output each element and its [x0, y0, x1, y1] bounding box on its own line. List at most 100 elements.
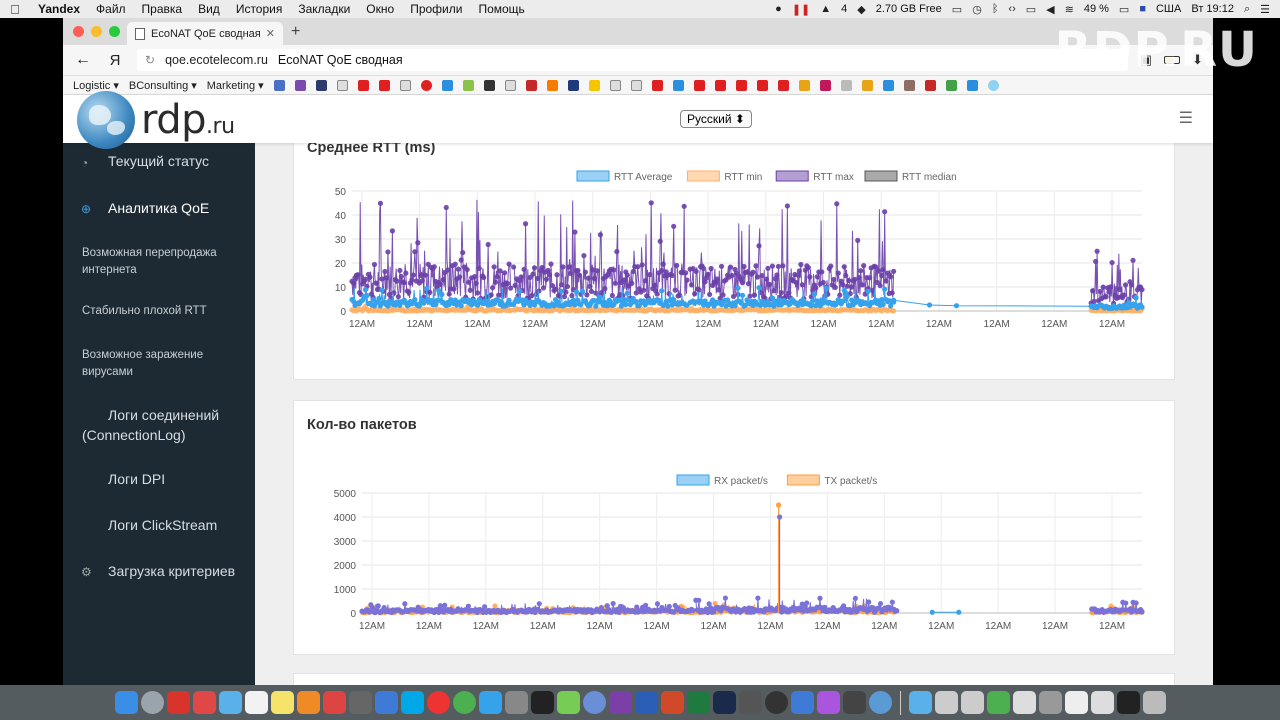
app-icon[interactable]	[504, 691, 528, 714]
bookmark-icon[interactable]	[588, 79, 600, 91]
app-icon[interactable]	[790, 691, 814, 714]
wifi-icon[interactable]: ≋	[1064, 3, 1074, 16]
memory-icon[interactable]: ◆	[857, 3, 866, 16]
app-icon[interactable]	[986, 691, 1010, 714]
bookmark-icon[interactable]	[315, 79, 327, 91]
bookmark-icon[interactable]	[777, 79, 789, 91]
app-icon[interactable]	[1064, 691, 1088, 714]
bookmark-icon[interactable]	[609, 79, 621, 91]
menu-profiles[interactable]: Профили	[410, 2, 463, 16]
bookmark-icon[interactable]	[819, 79, 831, 91]
battery-icon[interactable]: ▭	[1118, 3, 1130, 16]
launchpad-icon[interactable]	[140, 691, 164, 714]
bookmark-folder-marketing[interactable]: Marketing ▾	[206, 79, 264, 92]
bookmark-icon[interactable]	[987, 79, 999, 91]
bookmark-folder-bconsulting[interactable]: BConsulting ▾	[128, 79, 197, 92]
menu-edit[interactable]: Правка	[141, 2, 183, 16]
yandex-icon[interactable]: Я	[109, 51, 121, 69]
time-machine-icon[interactable]: ◷	[972, 3, 982, 16]
app-icon[interactable]	[960, 691, 984, 714]
language-select[interactable]: Русский ⬍	[680, 110, 752, 128]
bookmark-folder-logistic[interactable]: Logistic ▾	[73, 79, 119, 92]
skype-icon[interactable]	[400, 691, 424, 714]
bookmark-icon[interactable]	[651, 79, 663, 91]
menu-window[interactable]: Окно	[366, 2, 395, 16]
menu-view[interactable]: Вид	[198, 2, 220, 16]
bookmark-icon[interactable]	[378, 79, 390, 91]
app-icon[interactable]	[1012, 691, 1036, 714]
airplay-icon[interactable]: ▭	[1025, 3, 1037, 16]
app-icon[interactable]	[556, 691, 580, 714]
input-source[interactable]: США	[1155, 3, 1182, 15]
app-icon[interactable]	[738, 691, 762, 714]
bookmark-icon[interactable]	[399, 79, 411, 91]
quicktime-icon[interactable]	[868, 691, 892, 714]
volume-icon[interactable]: ◀	[1046, 3, 1055, 16]
app-icon[interactable]	[582, 691, 606, 714]
app-icon[interactable]	[530, 691, 554, 714]
bookmark-icon[interactable]	[735, 79, 747, 91]
menu-file[interactable]: Файл	[96, 2, 126, 16]
app-icon[interactable]	[374, 691, 398, 714]
bookmark-icon[interactable]	[462, 79, 474, 91]
minimize-window-icon[interactable]	[91, 26, 102, 37]
finder-icon[interactable]	[114, 691, 138, 714]
trash-icon[interactable]	[1142, 691, 1166, 714]
bluetooth-icon[interactable]: ᛒ	[991, 3, 999, 15]
extension-icon[interactable]: ▣	[1139, 52, 1153, 67]
url-field[interactable]: ↻ qoe.ecotelecom.ru EcoNAT QoE сводная	[137, 49, 1128, 71]
bookmark-icon[interactable]	[483, 79, 495, 91]
download-icon[interactable]: ⬇	[1192, 52, 1203, 67]
word-icon[interactable]	[634, 691, 658, 714]
bookmark-icon[interactable]	[945, 79, 957, 91]
memory-free[interactable]: 2.70 GB Free	[875, 3, 942, 15]
app-icon[interactable]	[348, 691, 372, 714]
new-tab-icon[interactable]: +	[291, 23, 301, 40]
bookmark-icon[interactable]	[966, 79, 978, 91]
apple-icon[interactable]: 	[0, 2, 30, 17]
tab-econat[interactable]: EcoNAT QoE сводная ✕	[127, 22, 283, 45]
app-icon[interactable]	[192, 691, 216, 714]
bookmark-icon[interactable]	[861, 79, 873, 91]
hamburger-menu-icon[interactable]: ☰	[1178, 110, 1193, 127]
menu-app-name[interactable]: Yandex	[38, 2, 81, 16]
app-icon[interactable]	[166, 691, 190, 714]
bookmark-icon[interactable]	[882, 79, 894, 91]
app-icon[interactable]	[1090, 691, 1114, 714]
menu-history[interactable]: История	[235, 2, 283, 16]
onenote-icon[interactable]	[608, 691, 632, 714]
app-icon[interactable]	[1038, 691, 1062, 714]
audition-icon[interactable]	[712, 691, 736, 714]
bookmark-icon[interactable]	[756, 79, 768, 91]
app-icon[interactable]	[218, 691, 242, 714]
close-tab-icon[interactable]: ✕	[265, 28, 275, 40]
code-icon[interactable]: ‹›	[1008, 3, 1016, 15]
bookmark-icon[interactable]	[273, 79, 285, 91]
close-window-icon[interactable]	[73, 26, 84, 37]
notes-icon[interactable]	[270, 691, 294, 714]
calendar-icon[interactable]	[244, 691, 268, 714]
bookmark-icon[interactable]	[441, 79, 453, 91]
excel-icon[interactable]	[686, 691, 710, 714]
battery-saver-icon[interactable]	[1164, 56, 1181, 64]
window-icon[interactable]: ▭	[951, 3, 963, 16]
bookmark-icon[interactable]	[504, 79, 516, 91]
bookmark-icon[interactable]	[840, 79, 852, 91]
reload-icon[interactable]: ↻	[145, 53, 156, 67]
app-icon[interactable]	[478, 691, 502, 714]
bookmark-icon[interactable]	[525, 79, 537, 91]
powerpoint-icon[interactable]	[660, 691, 684, 714]
flag-icon[interactable]: ■	[1139, 3, 1146, 15]
battery-percent[interactable]: 49 %	[1083, 3, 1109, 15]
menu-help[interactable]: Помощь	[478, 2, 525, 16]
site-logo[interactable]: rdp.ru	[77, 91, 235, 149]
chrome-icon[interactable]	[452, 691, 476, 714]
notification-center-icon[interactable]: ☰	[1260, 3, 1270, 16]
yandex-browser-icon[interactable]	[426, 691, 450, 714]
bookmark-icon[interactable]	[714, 79, 726, 91]
bookmark-icon[interactable]	[336, 79, 348, 91]
app-icon[interactable]	[934, 691, 958, 714]
bookmark-icon[interactable]	[798, 79, 810, 91]
bookmark-icon[interactable]	[924, 79, 936, 91]
app-icon[interactable]	[842, 691, 866, 714]
